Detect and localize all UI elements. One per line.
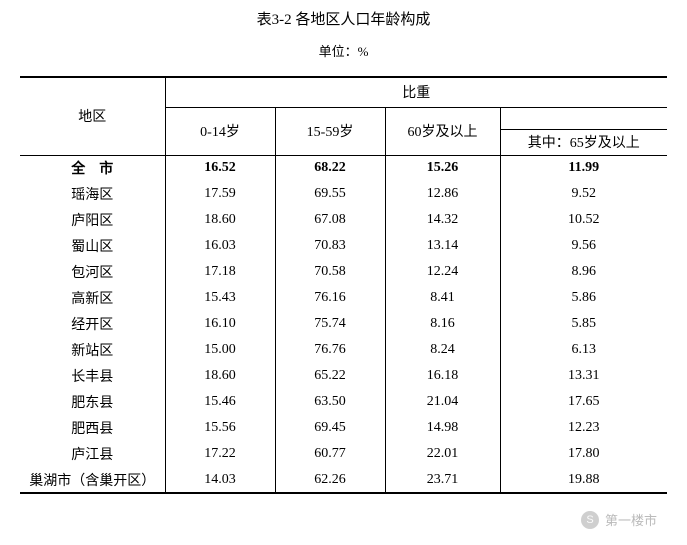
table-body: 全市16.5268.2215.2611.99瑶海区17.5969.5512.86… — [20, 155, 667, 493]
region-cell: 庐阳区 — [20, 207, 165, 233]
value-cell: 10.52 — [500, 207, 667, 233]
table-unit: 单位：% — [20, 41, 667, 60]
header-region: 地区 — [20, 77, 165, 155]
table-row: 长丰县18.6065.2216.1813.31 — [20, 363, 667, 389]
value-cell: 17.80 — [500, 441, 667, 467]
age-composition-table: 地区 比重 0-14岁 15-59岁 60岁及以上 其中：65岁及以上 全市16… — [20, 76, 667, 494]
value-cell: 9.52 — [500, 181, 667, 207]
value-cell: 5.85 — [500, 311, 667, 337]
value-cell: 15.56 — [165, 415, 275, 441]
table-row: 肥东县15.4663.5021.0417.65 — [20, 389, 667, 415]
table-row: 新站区15.0076.768.246.13 — [20, 337, 667, 363]
value-cell: 69.45 — [275, 415, 385, 441]
value-cell: 17.59 — [165, 181, 275, 207]
table-row: 高新区15.4376.168.415.86 — [20, 285, 667, 311]
value-cell: 67.08 — [275, 207, 385, 233]
value-cell: 16.03 — [165, 233, 275, 259]
region-cell: 瑶海区 — [20, 181, 165, 207]
table-row: 蜀山区16.0370.8313.149.56 — [20, 233, 667, 259]
table-row: 肥西县15.5669.4514.9812.23 — [20, 415, 667, 441]
value-cell: 15.00 — [165, 337, 275, 363]
watermark: S 第一楼市 — [581, 510, 657, 529]
region-cell: 包河区 — [20, 259, 165, 285]
value-cell: 19.88 — [500, 467, 667, 493]
value-cell: 63.50 — [275, 389, 385, 415]
watermark-text: 第一楼市 — [605, 510, 657, 529]
value-cell: 11.99 — [500, 155, 667, 181]
table-title: 表3-2 各地区人口年龄构成 — [20, 8, 667, 29]
value-cell: 65.22 — [275, 363, 385, 389]
value-cell: 23.71 — [385, 467, 500, 493]
value-cell: 69.55 — [275, 181, 385, 207]
value-cell: 62.26 — [275, 467, 385, 493]
value-cell: 15.46 — [165, 389, 275, 415]
value-cell: 12.24 — [385, 259, 500, 285]
value-cell: 16.52 — [165, 155, 275, 181]
region-cell: 长丰县 — [20, 363, 165, 389]
value-cell: 8.24 — [385, 337, 500, 363]
value-cell: 6.13 — [500, 337, 667, 363]
table-row: 包河区17.1870.5812.248.96 — [20, 259, 667, 285]
value-cell: 5.86 — [500, 285, 667, 311]
value-cell: 12.23 — [500, 415, 667, 441]
value-cell: 17.18 — [165, 259, 275, 285]
value-cell: 15.26 — [385, 155, 500, 181]
value-cell: 18.60 — [165, 207, 275, 233]
value-cell: 21.04 — [385, 389, 500, 415]
header-age-65-plus: 其中：65岁及以上 — [500, 129, 667, 155]
region-cell: 经开区 — [20, 311, 165, 337]
value-cell: 70.58 — [275, 259, 385, 285]
region-cell: 全市 — [20, 155, 165, 181]
value-cell: 16.18 — [385, 363, 500, 389]
value-cell: 14.32 — [385, 207, 500, 233]
value-cell: 12.86 — [385, 181, 500, 207]
value-cell: 17.22 — [165, 441, 275, 467]
value-cell: 70.83 — [275, 233, 385, 259]
value-cell: 8.96 — [500, 259, 667, 285]
table-row: 经开区16.1075.748.165.85 — [20, 311, 667, 337]
value-cell: 60.77 — [275, 441, 385, 467]
value-cell: 8.41 — [385, 285, 500, 311]
header-age-15-59: 15-59岁 — [275, 107, 385, 155]
value-cell: 9.56 — [500, 233, 667, 259]
value-cell: 18.60 — [165, 363, 275, 389]
value-cell: 16.10 — [165, 311, 275, 337]
value-cell: 13.14 — [385, 233, 500, 259]
value-cell: 8.16 — [385, 311, 500, 337]
region-cell: 蜀山区 — [20, 233, 165, 259]
value-cell: 76.16 — [275, 285, 385, 311]
table-row: 全市16.5268.2215.2611.99 — [20, 155, 667, 181]
table-row: 庐江县17.2260.7722.0117.80 — [20, 441, 667, 467]
value-cell: 75.74 — [275, 311, 385, 337]
region-cell: 庐江县 — [20, 441, 165, 467]
header-proportion: 比重 — [165, 77, 667, 107]
region-cell: 肥西县 — [20, 415, 165, 441]
value-cell: 15.43 — [165, 285, 275, 311]
region-cell: 新站区 — [20, 337, 165, 363]
header-age-60-plus: 60岁及以上 — [385, 107, 500, 155]
table-row: 巢湖市（含巢开区）14.0362.2623.7119.88 — [20, 467, 667, 493]
region-cell: 高新区 — [20, 285, 165, 311]
header-spacer — [500, 107, 667, 129]
header-age-0-14: 0-14岁 — [165, 107, 275, 155]
value-cell: 68.22 — [275, 155, 385, 181]
table-row: 庐阳区18.6067.0814.3210.52 — [20, 207, 667, 233]
value-cell: 22.01 — [385, 441, 500, 467]
value-cell: 14.03 — [165, 467, 275, 493]
value-cell: 14.98 — [385, 415, 500, 441]
region-cell: 巢湖市（含巢开区） — [20, 467, 165, 493]
value-cell: 17.65 — [500, 389, 667, 415]
value-cell: 13.31 — [500, 363, 667, 389]
table-row: 瑶海区17.5969.5512.869.52 — [20, 181, 667, 207]
watermark-icon: S — [581, 511, 599, 529]
region-cell: 肥东县 — [20, 389, 165, 415]
value-cell: 76.76 — [275, 337, 385, 363]
